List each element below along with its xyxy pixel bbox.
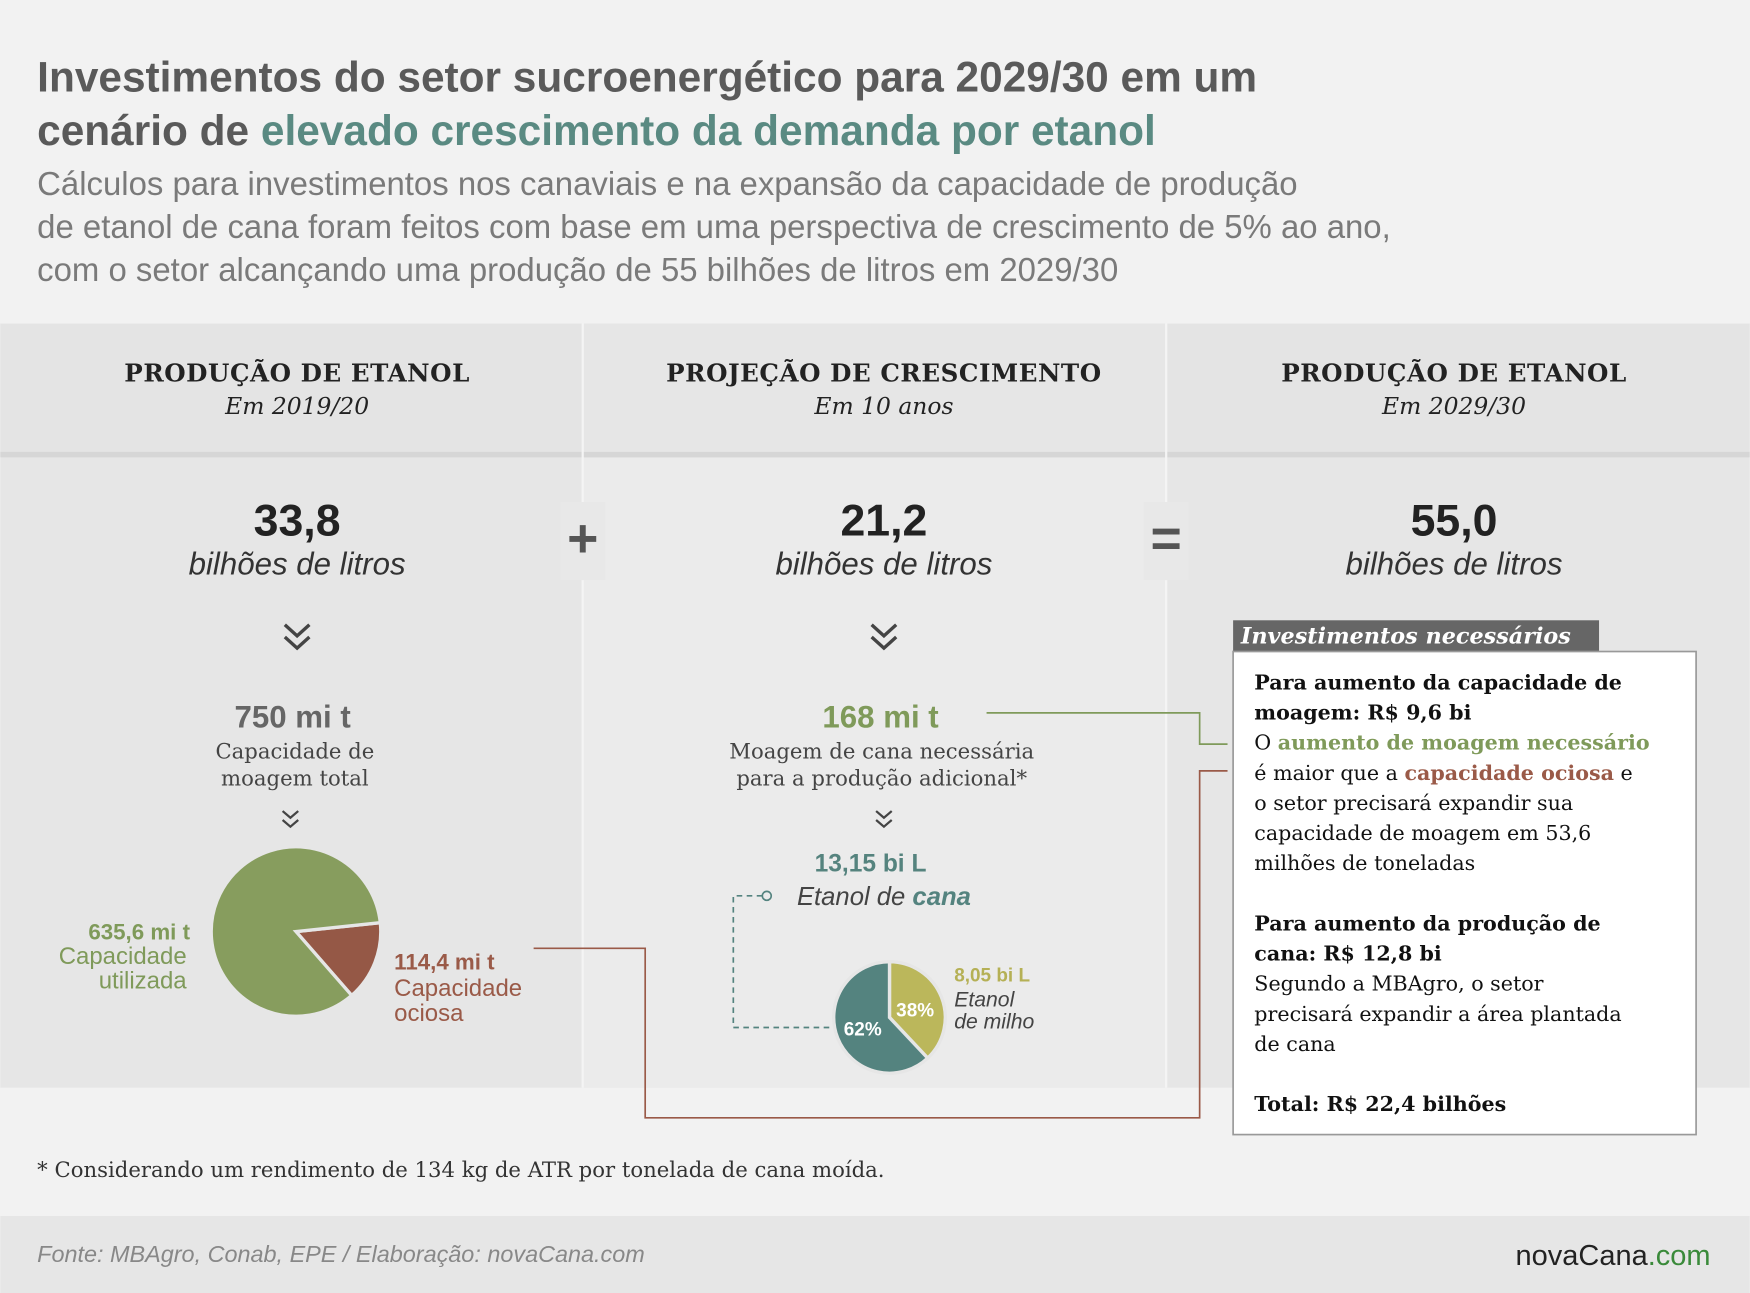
investment-text: capacidade de moagem em 53,6 xyxy=(1254,821,1591,845)
pie-value-label: 114,4 mi t xyxy=(394,949,495,974)
ethanol-cane-label: Etanol de cana xyxy=(797,883,971,911)
pie-label: ociosa xyxy=(394,1000,464,1027)
corn-label: de milho xyxy=(954,1011,1034,1034)
pie-percent: 38% xyxy=(896,1000,934,1021)
corn-label: Etanol xyxy=(954,988,1015,1011)
investment-heading: Total: R$ 22,4 bilhões xyxy=(1254,1092,1506,1116)
title-line-part: Investimentos do setor sucroenergético p… xyxy=(37,53,1257,100)
crushing-label: para a produção adicional* xyxy=(736,765,1027,790)
source: Fonte: MBAgro, Conab, EPE / Elaboração: … xyxy=(37,1241,645,1267)
pie-label: Capacidade xyxy=(394,975,522,1002)
title-line: Investimentos do setor sucroenergético p… xyxy=(37,53,1257,100)
column-period: Em 2029/30 xyxy=(1381,392,1526,420)
pie-slice xyxy=(209,845,383,1018)
column-unit: bilhões de litros xyxy=(1346,547,1563,582)
capacity-label: moagem total xyxy=(221,765,369,790)
investment-text: é maior que a capacidade ociosa e xyxy=(1254,761,1632,785)
investment-text: milhões de toneladas xyxy=(1254,851,1475,875)
title-line-part: elevado crescimento da demanda por etano… xyxy=(261,107,1156,154)
crushing-label: Moagem de cana necessária xyxy=(729,739,1034,764)
investment-text-part: o setor precisará expandir sua xyxy=(1254,791,1573,815)
column-heading: PRODUÇÃO DE ETANOL xyxy=(1281,359,1627,388)
header-rule xyxy=(0,451,1750,458)
investment-heading: moagem: R$ 9,6 bi xyxy=(1254,701,1471,725)
operator: + xyxy=(567,510,598,569)
column-unit: bilhões de litros xyxy=(775,547,992,582)
pie-slice xyxy=(832,959,931,1075)
investments-tab: Investimentos necessários xyxy=(1240,624,1571,650)
pie-value-label: 635,6 mi t xyxy=(88,919,190,944)
column-period: Em 2019/20 xyxy=(224,392,369,420)
investment-text: precisará expandir a área plantada xyxy=(1254,1002,1621,1026)
brand-part: .com xyxy=(1648,1240,1711,1272)
investment-heading: Para aumento da capacidade de xyxy=(1254,670,1622,694)
column-value: 55,0 xyxy=(1411,496,1498,545)
pie-slice xyxy=(887,959,947,1061)
investment-text: Segundo a MBAgro, o setor xyxy=(1254,972,1543,996)
investment-text-part: capacidade ociosa xyxy=(1404,761,1613,785)
investment-heading: cana: R$ 12,8 bi xyxy=(1254,942,1442,966)
column-unit: bilhões de litros xyxy=(189,547,406,582)
connector-dot xyxy=(761,890,773,902)
subtitle-line: com o setor alcançando uma produção de 5… xyxy=(37,251,1118,288)
column-heading: PRODUÇÃO DE ETANOL xyxy=(124,359,470,388)
tab xyxy=(1233,620,1600,652)
investment-text-part: O xyxy=(1254,731,1277,755)
investments-box xyxy=(1232,650,1697,1136)
footnote: * Considerando um rendimento de 134 kg d… xyxy=(37,1157,884,1182)
pie-percent: 62% xyxy=(844,1019,882,1040)
column-heading: PROJEÇÃO DE CRESCIMENTO xyxy=(666,359,1102,388)
brand: novaCana.com xyxy=(1516,1240,1711,1272)
investment-text-part: e xyxy=(1614,761,1633,785)
operator-bg xyxy=(1143,502,1189,581)
investment-text: o setor precisará expandir sua xyxy=(1254,791,1573,815)
investment-text-part: é maior que a xyxy=(1254,761,1404,785)
label-part: cana xyxy=(912,883,970,911)
connector xyxy=(533,770,1228,1119)
capacity-value: 750 mi t xyxy=(235,699,352,734)
capacity-label: Capacidade de xyxy=(215,739,374,764)
corn-value: 8,05 bi L xyxy=(954,966,1030,987)
ethanol-total: 13,15 bi L xyxy=(815,850,927,877)
column-period: Em 10 anos xyxy=(813,392,953,420)
operator-bg xyxy=(560,502,606,581)
chevrons xyxy=(281,623,898,829)
investment-text-part: milhões de toneladas xyxy=(1254,851,1475,875)
title-line-part: cenário de xyxy=(37,107,261,154)
investment-heading: Para aumento da produção de xyxy=(1254,911,1600,935)
investment-text-part: aumento de moagem necessário xyxy=(1278,731,1650,755)
connector xyxy=(732,895,832,1029)
pie-label: utilizada xyxy=(99,967,188,994)
operator: = xyxy=(1151,510,1182,569)
investment-text-part: precisará expandir a área plantada xyxy=(1254,1002,1621,1026)
title-line: cenário de elevado crescimento da demand… xyxy=(37,107,1156,154)
investment-text-part: capacidade de moagem em 53,6 xyxy=(1254,821,1591,845)
pie-label: Capacidade xyxy=(59,943,187,970)
investment-text-part: Segundo a MBAgro, o setor xyxy=(1254,972,1543,996)
investment-text: de cana xyxy=(1254,1032,1335,1056)
subtitle-line: de etanol de cana foram feitos com base … xyxy=(37,208,1391,245)
pie-slice xyxy=(292,920,383,998)
investment-text-part: de cana xyxy=(1254,1032,1335,1056)
header-row xyxy=(0,323,1750,453)
column-value: 33,8 xyxy=(254,496,341,545)
column-value: 21,2 xyxy=(841,496,928,545)
brand-part: novaCana xyxy=(1516,1240,1649,1272)
label-part: Etanol de xyxy=(797,883,912,911)
investment-text: O aumento de moagem necessário xyxy=(1254,731,1649,755)
subtitle-line: Cálculos para investimentos nos canaviai… xyxy=(37,165,1297,202)
footer-band xyxy=(0,1216,1750,1293)
crushing-value: 168 mi t xyxy=(822,699,939,734)
connector xyxy=(986,712,1228,745)
